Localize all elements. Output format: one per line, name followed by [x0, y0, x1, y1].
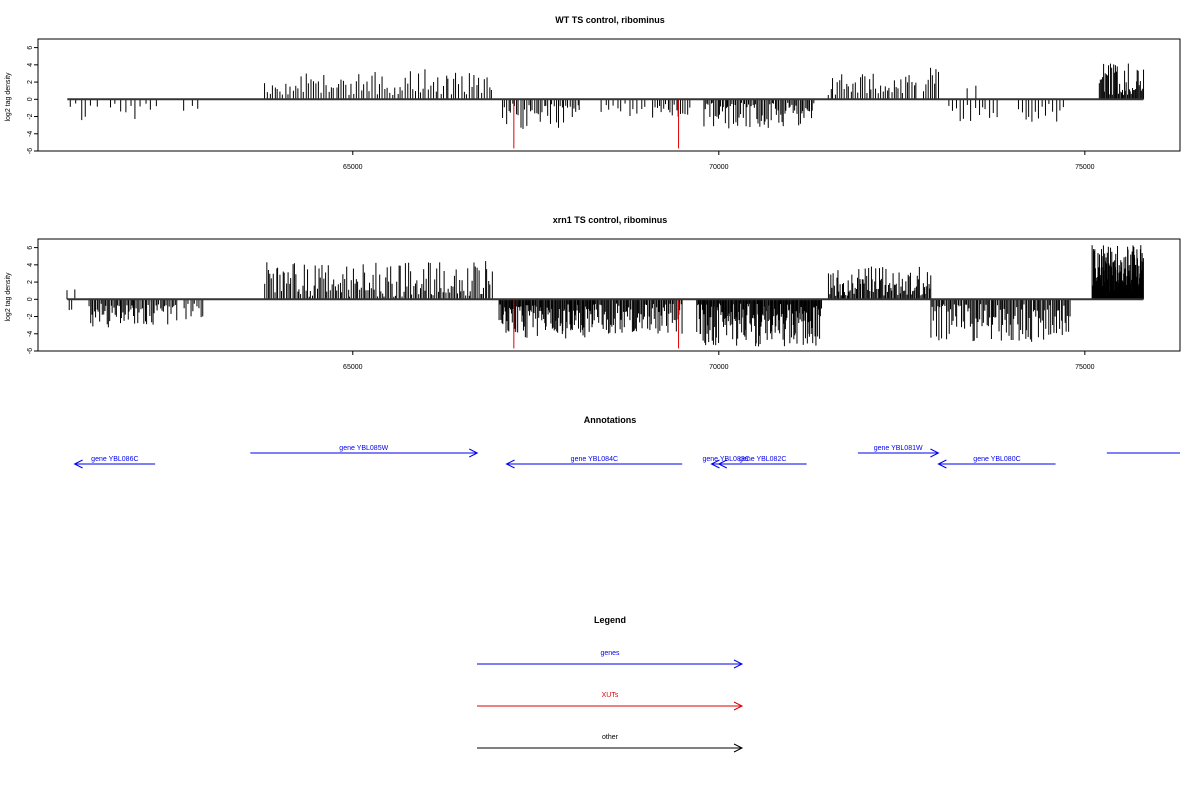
wt-x-tick-label: 75000 — [1075, 164, 1095, 171]
xrn1-track-ylabel: log2 tag density — [5, 272, 12, 322]
gene-arrow: gene YBL080C — [937, 456, 1056, 469]
gene-label: gene YBL083C — [702, 456, 749, 463]
gene-label: gene YBL080C — [973, 456, 1020, 463]
xrn1-track-title: xrn1 TS control, ribominus — [553, 215, 668, 225]
xrn1-x-tick-label: 75000 — [1075, 364, 1095, 371]
legend-label: other — [602, 734, 619, 741]
gene-label: gene YBL085W — [339, 445, 388, 452]
legend-label: XUTs — [602, 692, 619, 699]
xrn1-y-tick-label: -6 — [27, 348, 34, 354]
gene-arrow: gene YBL085W — [250, 445, 479, 458]
wt-track-panel: WT TS control, ribominus log2 tag densit… — [5, 15, 1181, 171]
wt-y-tick-label: 6 — [27, 46, 34, 50]
xrn1-track-plot-frame — [37, 238, 1181, 352]
xrn1-x-tick-label: 70000 — [709, 364, 729, 371]
gene-arrows: gene YBL086C gene YBL085W gene YBL084C gene… — [73, 445, 1180, 469]
legend-title: Legend — [594, 615, 626, 625]
gene-arrow: gene YBL081W — [857, 445, 940, 458]
wt-track-x-axis: 65000 70000 75000 — [343, 151, 1095, 171]
legend-entry-xuts: XUTs — [477, 692, 744, 711]
wt-y-tick-label: -6 — [27, 148, 34, 154]
wt-y-tick-label: 0 — [27, 97, 34, 101]
wt-x-tick-label: 70000 — [709, 164, 729, 171]
xrn1-y-tick-label: 0 — [27, 297, 34, 301]
xrn1-track-x-axis: 65000 70000 75000 — [343, 351, 1095, 371]
wt-track-title: WT TS control, ribominus — [555, 15, 665, 25]
wt-track-bars — [67, 63, 1145, 149]
xrn1-track-panel: xrn1 TS control, ribominus log2 tag dens… — [5, 215, 1181, 371]
legend-label: genes — [600, 650, 620, 657]
xrn1-track-y-axis: -6 -4 -2 0 2 4 6 — [27, 246, 38, 354]
gene-label: gene YBL086C — [91, 456, 138, 463]
legend-entries: genes XUTs other — [477, 650, 744, 753]
wt-x-tick-label: 65000 — [343, 164, 363, 171]
wt-y-tick-label: -2 — [27, 113, 34, 119]
xrn1-y-tick-label: -2 — [27, 313, 34, 319]
gene-label: gene YBL084C — [571, 456, 618, 463]
annotations-title: Annotations — [584, 415, 637, 425]
gene-label: gene YBL081W — [874, 445, 923, 452]
wt-y-tick-label: -4 — [27, 131, 34, 137]
xrn1-x-tick-label: 65000 — [343, 364, 363, 371]
xrn1-y-tick-label: 4 — [27, 263, 34, 267]
wt-track-plot-frame — [37, 38, 1181, 152]
legend-entry-other: other — [477, 734, 744, 753]
xrn1-track-bars — [66, 245, 1144, 349]
gene-arrow: gene YBL082C — [717, 456, 807, 469]
gene-arrow: gene YBL086C — [73, 456, 156, 469]
xrn1-y-tick-label: -4 — [27, 331, 34, 337]
gene-arrow: gene YBL084C — [505, 456, 683, 469]
xrn1-y-tick-label: 6 — [27, 246, 34, 250]
legend-panel: Legend genes XUTs other — [477, 615, 744, 753]
legend-entry-genes: genes — [477, 650, 744, 669]
wt-y-tick-label: 2 — [27, 80, 34, 84]
xrn1-y-tick-label: 2 — [27, 280, 34, 284]
wt-y-tick-label: 4 — [27, 63, 34, 67]
wt-track-y-axis: -6 -4 -2 0 2 4 6 — [27, 46, 38, 154]
wt-track-ylabel: log2 tag density — [5, 72, 12, 122]
gene-label: gene YBL082C — [739, 456, 786, 463]
